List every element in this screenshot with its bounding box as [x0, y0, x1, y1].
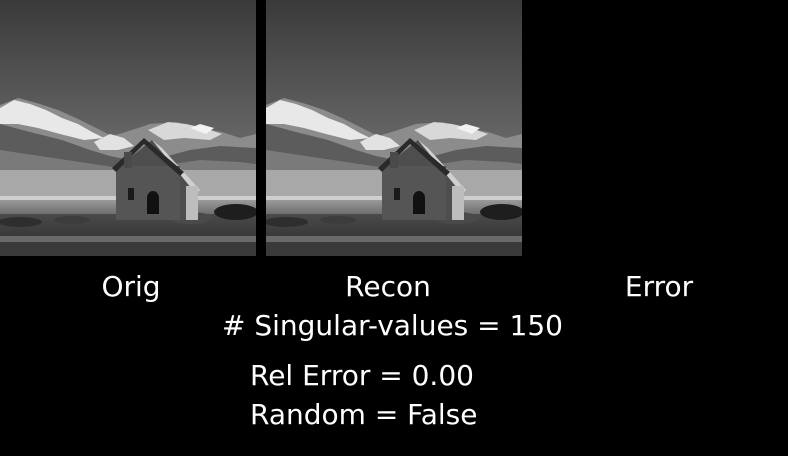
- random-flag-readout: Random = False: [250, 398, 478, 431]
- reconstructed-image: [266, 0, 522, 256]
- error-caption: Error: [624, 270, 694, 303]
- singular-values-readout: # Singular-values = 150: [222, 309, 563, 342]
- relative-error-readout: Rel Error = 0.00: [250, 359, 474, 392]
- error-image-panel: [532, 0, 788, 256]
- original-image-panel: [0, 0, 256, 256]
- original-image: [0, 0, 256, 256]
- reconstruction-caption: Recon: [345, 270, 431, 303]
- reconstruction-image-panel: [266, 0, 522, 256]
- original-caption: Orig: [101, 270, 161, 303]
